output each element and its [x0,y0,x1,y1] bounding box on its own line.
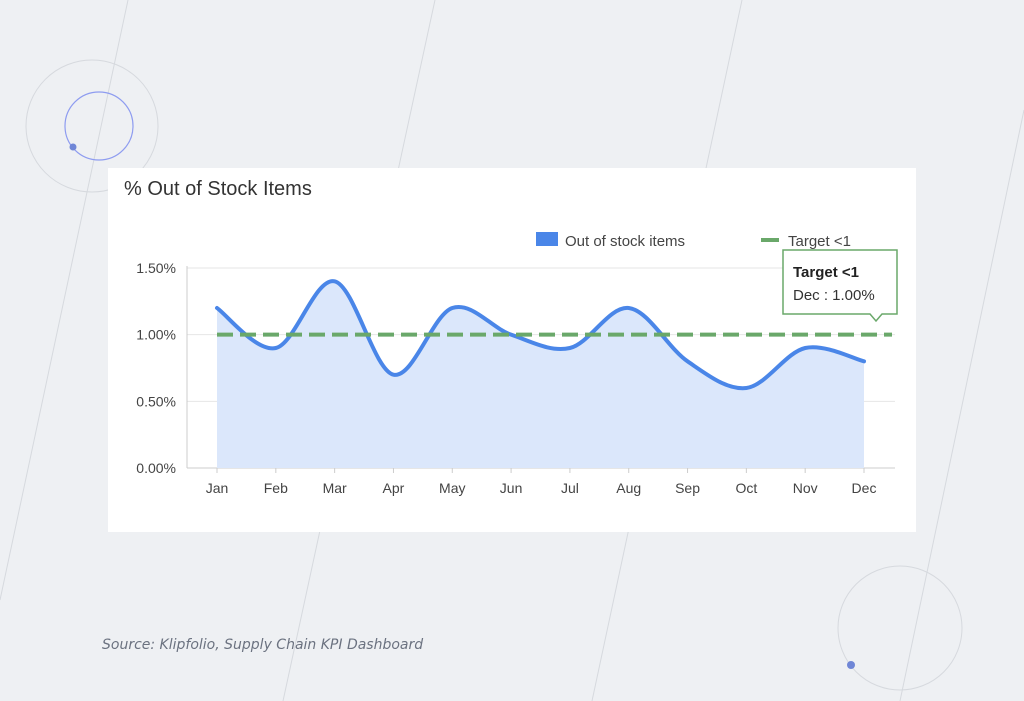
x-tick-label: Apr [383,480,405,496]
decor-circle [837,565,963,691]
decor-ring [64,91,134,161]
legend-label-series: Out of stock items [565,233,685,250]
legend-label-target: Target <1 [788,233,851,250]
x-tick-label: Mar [323,480,347,496]
x-tick-label: Dec [852,480,877,496]
decor-diagonal-line [899,109,1024,701]
y-tick-label: 1.00% [136,327,176,343]
decor-diagonal-line [0,0,129,601]
x-tick-label: Jul [561,480,579,496]
y-tick-label: 0.50% [136,393,176,409]
source-caption: Source: Klipfolio, Supply Chain KPI Dash… [102,637,424,653]
y-tick-label: 0.00% [136,460,176,476]
tooltip-box [782,249,898,323]
chart-title: % Out of Stock Items [124,178,312,200]
decor-dot [847,661,855,669]
tooltip-value: Dec : 1.00% [793,287,875,304]
x-tick-label: Oct [735,480,757,496]
x-tick-label: Nov [793,480,818,496]
y-tick-label: 1.50% [136,260,176,276]
tooltip: Target <1 Dec : 1.00% [782,249,898,323]
decor-dot [69,143,77,151]
series-area [217,281,864,468]
x-tick-label: Aug [616,480,641,496]
x-tick-label: Jan [206,480,229,496]
decor-circle [25,59,159,193]
legend-swatch-series [536,232,558,246]
series-line [215,279,866,391]
tooltip-title: Target <1 [793,264,859,281]
x-tick-label: Feb [264,480,288,496]
x-tick-label: Jun [500,480,523,496]
x-tick-label: May [439,480,465,496]
chart-card: 0.00% 0.50% 1.00% 1.50% Jan Feb Mar Apr May Jun Ju… [108,168,916,532]
chart: 0.00% 0.50% 1.00% 1.50% Jan Feb Mar Apr May Jun Ju… [136,232,895,496]
x-tick-label: Sep [675,480,700,496]
